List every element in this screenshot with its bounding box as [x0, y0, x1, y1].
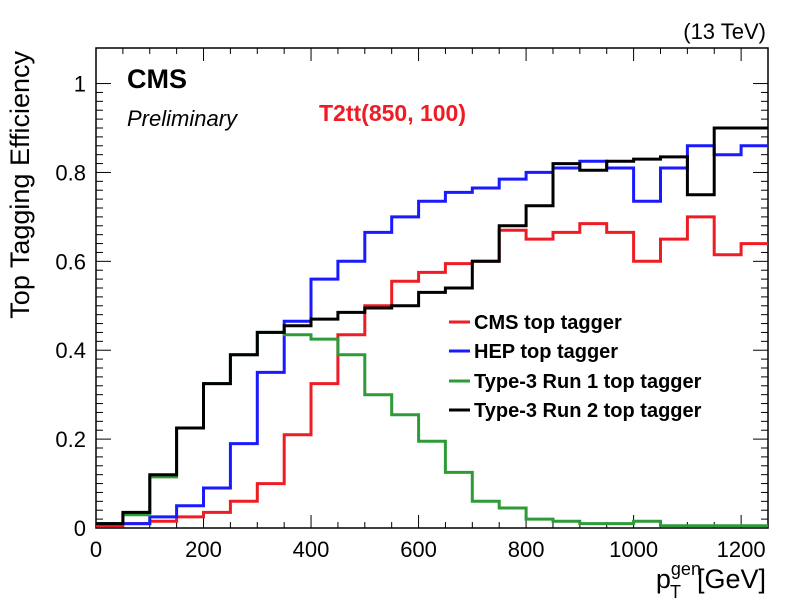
x-axis-title-main: p [656, 564, 671, 594]
cms-label: CMS [127, 64, 187, 94]
signal-point-label: T2tt(850, 100) [319, 100, 466, 126]
series-line [96, 215, 768, 528]
y-tick-label: 0.8 [55, 160, 86, 185]
series-group [96, 126, 768, 528]
x-tick-label: 400 [293, 537, 330, 562]
x-tick-label: 0 [90, 537, 102, 562]
x-tick-label: 600 [400, 537, 437, 562]
energy-label: (13 TeV) [683, 19, 766, 44]
legend-label: HEP top tagger [474, 341, 618, 363]
legend-label: Type-3 Run 1 top tagger [474, 371, 702, 393]
y-tick-label: 0.6 [55, 249, 86, 274]
x-axis-title-unit: [GeV] [697, 564, 766, 594]
legend-label: CMS top tagger [474, 312, 622, 334]
series-line [96, 126, 768, 526]
preliminary-label: Preliminary [127, 106, 239, 131]
x-axis-title: pgen T [GeV] [656, 559, 766, 600]
y-tick-label: 0 [74, 516, 86, 541]
legend-label: Type-3 Run 2 top tagger [474, 400, 702, 422]
x-tick-label: 1200 [717, 537, 766, 562]
y-tick-label: 0.2 [55, 427, 86, 452]
x-axis-title-sub: T [670, 582, 681, 600]
tick-labels: 0 200 400 600 800 1000 1200 0 0.2 0.4 0.6 0.8 1 [55, 72, 765, 562]
legend: CMS top tagger HEP top tagger Type-3 Run 1… [449, 312, 702, 422]
x-tick-label: 1000 [609, 537, 658, 562]
x-tick-label: 200 [185, 537, 222, 562]
series-line [96, 144, 768, 526]
y-axis-title: Top Tagging Efficiency [5, 51, 35, 319]
x-axis-title-sup: gen [671, 559, 701, 579]
y-tick-label: 0.4 [55, 338, 86, 363]
x-tick-label: 800 [508, 537, 545, 562]
y-tick-label: 1 [74, 72, 86, 97]
